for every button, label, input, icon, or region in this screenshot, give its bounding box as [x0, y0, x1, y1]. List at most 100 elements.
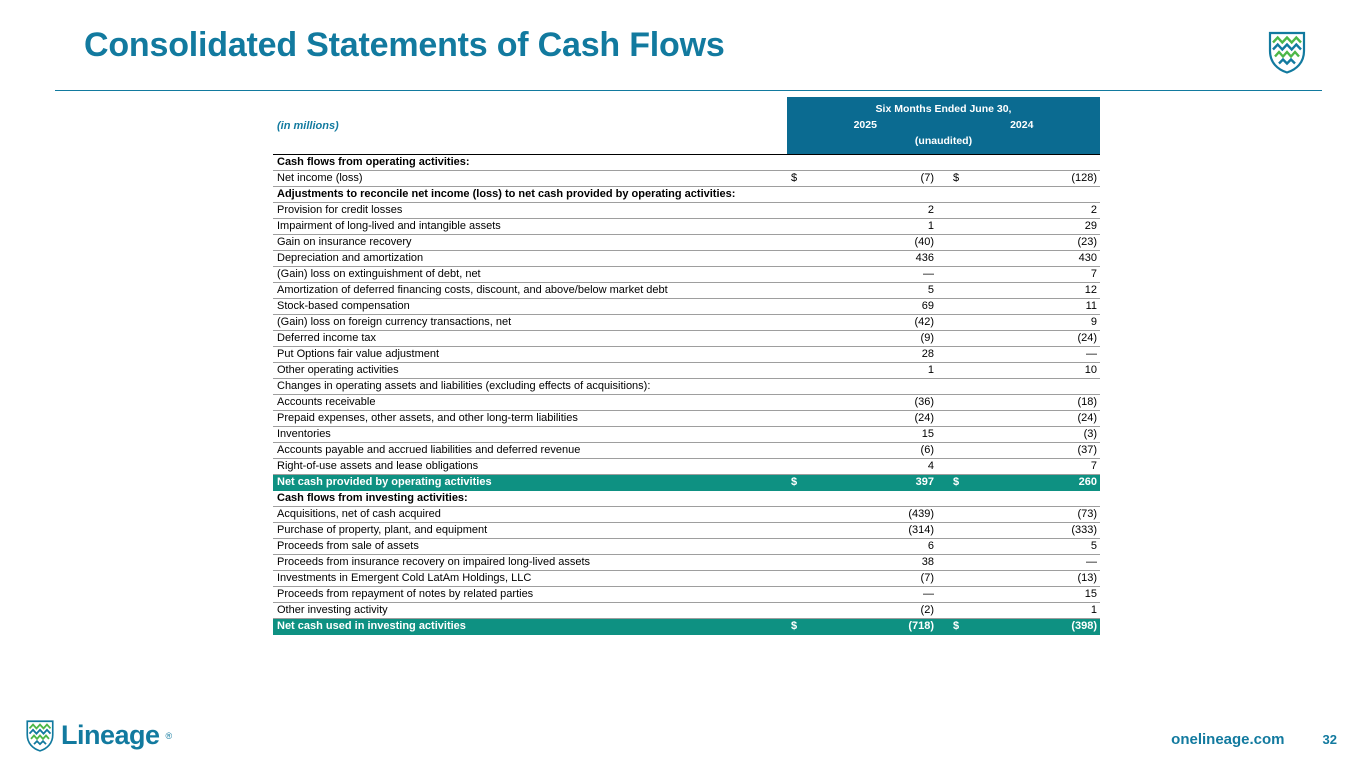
table-row: Inventories 15 (3) [273, 426, 1101, 443]
row-spacer [937, 234, 949, 251]
row-value-2024: (24) [965, 330, 1101, 347]
row-dollar-2024 [949, 266, 965, 283]
row-value-2025: (24) [803, 410, 937, 427]
row-label: Proceeds from repayment of notes by rela… [273, 586, 787, 603]
row-dollar-2025 [787, 394, 803, 411]
row-value-2025: (718) [803, 618, 937, 635]
table-row: Accounts receivable (36) (18) [273, 394, 1101, 411]
table-row: Net cash used in investing activities $ … [273, 618, 1101, 635]
row-value-2025: (7) [803, 570, 937, 587]
row-dollar-2025 [787, 490, 803, 507]
row-dollar-2024 [949, 314, 965, 331]
row-label: Other operating activities [273, 362, 787, 379]
row-value-2025 [803, 154, 937, 171]
row-label: Deferred income tax [273, 330, 787, 347]
table-row: Accounts payable and accrued liabilities… [273, 442, 1101, 459]
row-label: Net income (loss) [273, 170, 787, 187]
row-spacer [937, 506, 949, 523]
row-dollar-2024: $ [949, 618, 965, 635]
row-label: Gain on insurance recovery [273, 234, 787, 251]
table-row: (Gain) loss on foreign currency transact… [273, 314, 1101, 331]
row-value-2024: 11 [965, 298, 1101, 315]
table-row: Changes in operating assets and liabilit… [273, 378, 1101, 395]
footer-website-link[interactable]: onelineage.com [1171, 731, 1285, 748]
row-dollar-2024 [949, 362, 965, 379]
row-spacer [937, 282, 949, 299]
row-dollar-2025 [787, 602, 803, 619]
table-row: Prepaid expenses, other assets, and othe… [273, 410, 1101, 427]
row-dollar-2025 [787, 346, 803, 363]
row-value-2024: 430 [965, 250, 1101, 267]
row-value-2024: 5 [965, 538, 1101, 555]
row-value-2025: (7) [803, 170, 937, 187]
row-dollar-2025 [787, 586, 803, 603]
row-dollar-2024 [949, 458, 965, 475]
row-value-2025: 6 [803, 538, 937, 555]
unaudited-label: (unaudited) [914, 135, 973, 147]
row-dollar-2025 [787, 202, 803, 219]
table-row: Gain on insurance recovery (40) (23) [273, 234, 1101, 251]
table-header-row: (in millions) Six Months Ended June 30, … [273, 97, 1101, 155]
row-value-2025: (40) [803, 234, 937, 251]
row-label: Impairment of long-lived and intangible … [273, 218, 787, 235]
row-dollar-2024 [949, 570, 965, 587]
row-value-2025: 5 [803, 282, 937, 299]
row-value-2024: 2 [965, 202, 1101, 219]
row-value-2024: (37) [965, 442, 1101, 459]
row-spacer [937, 202, 949, 219]
row-dollar-2025: $ [787, 474, 803, 491]
table-row: Proceeds from sale of assets 6 5 [273, 538, 1101, 555]
row-dollar-2025 [787, 522, 803, 539]
row-label: Investments in Emergent Cold LatAm Holdi… [273, 570, 787, 587]
cash-flow-table: (in millions) Six Months Ended June 30, … [273, 97, 1101, 635]
row-spacer [937, 154, 949, 171]
row-label: (Gain) loss on extinguishment of debt, n… [273, 266, 787, 283]
table-row: Stock-based compensation 69 11 [273, 298, 1101, 315]
row-value-2025: 1 [803, 218, 937, 235]
units-note: (in millions) [273, 97, 787, 155]
row-value-2024: — [965, 346, 1101, 363]
row-dollar-2025 [787, 250, 803, 267]
table-row: Other operating activities 1 10 [273, 362, 1101, 379]
row-spacer [937, 330, 949, 347]
row-value-2024: (128) [965, 170, 1101, 187]
row-label: Accounts receivable [273, 394, 787, 411]
row-dollar-2024 [949, 490, 965, 507]
row-dollar-2024 [949, 250, 965, 267]
row-value-2024 [965, 378, 1101, 395]
row-label: Inventories [273, 426, 787, 443]
row-dollar-2025 [787, 314, 803, 331]
row-value-2024: 10 [965, 362, 1101, 379]
row-spacer [937, 442, 949, 459]
row-value-2024: — [965, 554, 1101, 571]
row-value-2025 [803, 490, 937, 507]
row-value-2024: 12 [965, 282, 1101, 299]
row-value-2025 [803, 186, 937, 203]
table-row: Other investing activity (2) 1 [273, 602, 1101, 619]
row-spacer [937, 490, 949, 507]
row-dollar-2025 [787, 330, 803, 347]
row-value-2024: 7 [965, 266, 1101, 283]
table-row: Purchase of property, plant, and equipme… [273, 522, 1101, 539]
table-row: Cash flows from operating activities: [273, 154, 1101, 171]
row-spacer [937, 538, 949, 555]
row-dollar-2025 [787, 538, 803, 555]
row-value-2024 [965, 490, 1101, 507]
row-value-2024: 7 [965, 458, 1101, 475]
table-row: Impairment of long-lived and intangible … [273, 218, 1101, 235]
row-spacer [937, 458, 949, 475]
row-spacer [937, 266, 949, 283]
page-title: Consolidated Statements of Cash Flows [84, 26, 725, 64]
row-spacer [937, 570, 949, 587]
row-value-2025: 38 [803, 554, 937, 571]
cash-flow-table-body: Cash flows from operating activities: Ne… [273, 154, 1101, 635]
row-dollar-2025 [787, 186, 803, 203]
row-dollar-2025 [787, 234, 803, 251]
row-spacer [937, 346, 949, 363]
row-dollar-2025 [787, 506, 803, 523]
row-value-2024: 29 [965, 218, 1101, 235]
row-value-2025: (9) [803, 330, 937, 347]
row-dollar-2024 [949, 218, 965, 235]
row-dollar-2025 [787, 218, 803, 235]
row-dollar-2024: $ [949, 474, 965, 491]
